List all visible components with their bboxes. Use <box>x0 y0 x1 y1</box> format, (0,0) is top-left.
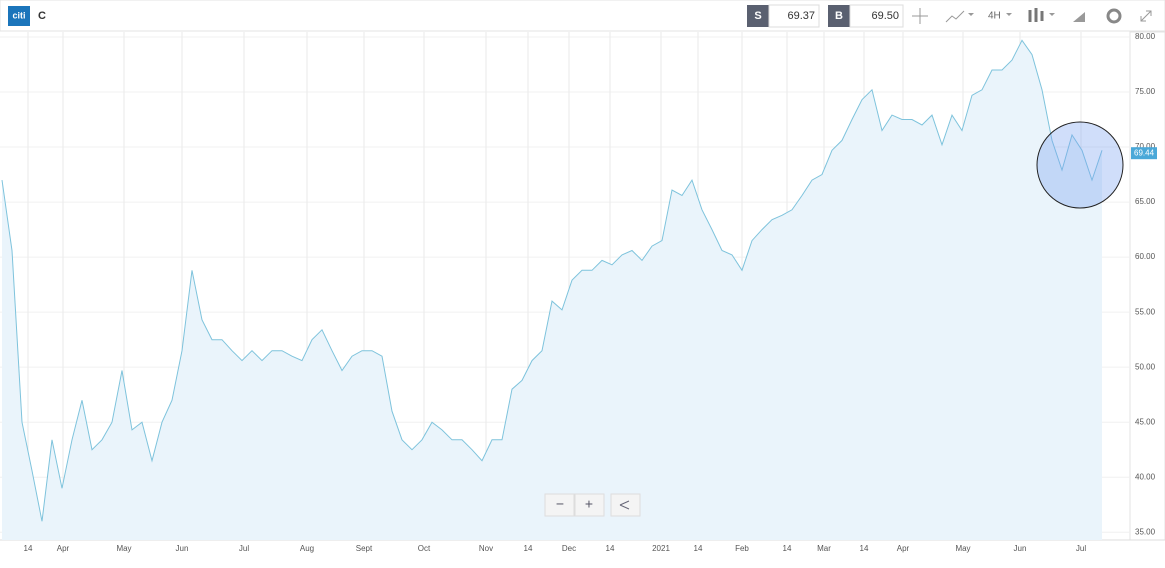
y-tick-label: 65.00 <box>1135 197 1156 206</box>
indicator-icon[interactable] <box>1073 12 1085 22</box>
zoom-in[interactable]: + <box>585 496 593 512</box>
x-tick-label: Oct <box>418 544 431 553</box>
x-tick-label: Dec <box>562 544 576 553</box>
y-tick-label: 80.00 <box>1135 32 1156 41</box>
sell-price: 69.37 <box>787 10 815 22</box>
buy-label[interactable]: B <box>835 10 843 22</box>
x-tick-label: Feb <box>735 544 749 553</box>
buy-price: 69.50 <box>871 10 899 22</box>
dropdown-arrow[interactable] <box>1049 13 1055 16</box>
x-tick-label: May <box>116 544 131 553</box>
x-tick-label: 14 <box>694 544 703 553</box>
fullscreen-icon[interactable] <box>1140 10 1152 22</box>
price-line <box>1 39 1103 522</box>
zoom-in-button[interactable] <box>574 493 605 517</box>
axis-panel <box>1129 31 1165 541</box>
zoom-controls: − + <box>544 493 641 517</box>
x-tick-label: 14 <box>24 544 33 553</box>
highlight-circle <box>1036 121 1124 209</box>
buy-button[interactable] <box>828 5 850 27</box>
x-tick-label: Nov <box>479 544 493 553</box>
logo: citi <box>12 10 25 20</box>
symbol: C <box>38 10 46 22</box>
y-tick-label: 35.00 <box>1135 527 1156 536</box>
x-tick-label: 2021 <box>652 544 670 553</box>
y-tick-label: 50.00 <box>1135 362 1156 371</box>
chart-type-icon[interactable] <box>945 10 965 23</box>
y-tick-label: 75.00 <box>1135 87 1156 96</box>
x-tick-label: Jul <box>239 544 249 553</box>
sell-button[interactable] <box>747 5 769 27</box>
x-tick-label: 14 <box>783 544 792 553</box>
x-tick-label: 14 <box>860 544 869 553</box>
x-tick-label: 14 <box>606 544 615 553</box>
x-tick-label: Apr <box>57 544 70 553</box>
y-tick-label: 60.00 <box>1135 252 1156 261</box>
settings-icon[interactable] <box>1106 8 1122 24</box>
y-tick-label: 40.00 <box>1135 472 1156 481</box>
x-tick-label: Aug <box>300 544 314 553</box>
dropdown-arrow[interactable] <box>1006 13 1012 16</box>
dropdown-arrow[interactable] <box>968 13 974 16</box>
crosshair-icon[interactable] <box>912 8 928 24</box>
x-tick-label: 14 <box>524 544 533 553</box>
sell-label[interactable]: S <box>754 10 761 22</box>
candle-icon[interactable] <box>1028 8 1044 22</box>
x-tick-label: Mar <box>817 544 831 553</box>
y-tick-label: 45.00 <box>1135 417 1156 426</box>
plot: 35.00 40.00 45.00 50.00 55.00 60.00 65.00 70.00… <box>0 31 1165 553</box>
area-fill <box>2 40 1102 541</box>
logo-box <box>8 6 30 26</box>
zoom-out-button[interactable] <box>544 493 575 517</box>
buy-box <box>849 4 904 28</box>
toolbar: citi C S 69.37 B 69.50 4H <box>0 0 1165 32</box>
x-tick-label: Jul <box>1076 544 1086 553</box>
zoom-out[interactable]: − <box>556 496 564 512</box>
y-tick-label: 55.00 <box>1135 307 1156 316</box>
x-tick-label: Apr <box>897 544 910 553</box>
x-tick-label: Jun <box>1014 544 1027 553</box>
share-icon[interactable] <box>619 500 630 510</box>
y-tick-label: 70.00 <box>1135 142 1156 151</box>
share-button[interactable] <box>610 493 641 517</box>
x-tick-label: Jun <box>176 544 189 553</box>
x-tick-label: Sept <box>356 544 373 553</box>
last-price-label: 69.44 <box>1134 148 1155 157</box>
x-tick-label: May <box>955 544 970 553</box>
sell-box <box>768 4 820 28</box>
last-price-tag <box>1131 147 1157 160</box>
timeframe[interactable]: 4H <box>988 11 1001 22</box>
